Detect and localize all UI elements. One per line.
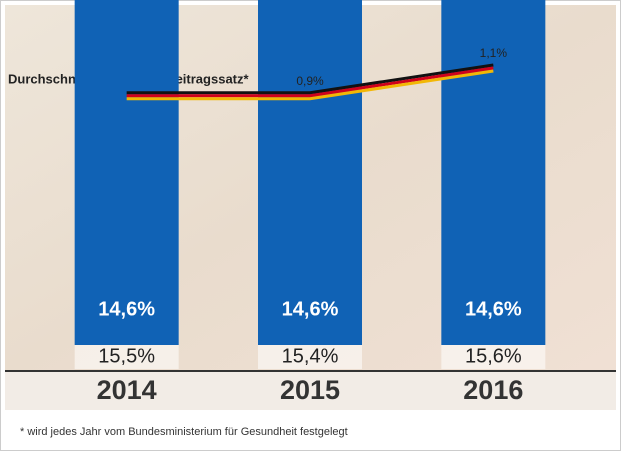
total-box [74, 345, 179, 369]
x-tick-label: 2015 [280, 375, 340, 405]
total-label: 15,6% [465, 345, 522, 367]
year-band [5, 370, 616, 410]
footnote: * wird jedes Jahr vom Bundesministerium … [20, 426, 348, 438]
line-value-label: 0,9% [296, 74, 324, 88]
x-tick-label: 2014 [97, 375, 157, 405]
total-box [441, 345, 546, 369]
bar-segment [441, 0, 546, 345]
total-label: 15,5% [98, 345, 155, 367]
average-line [126, 69, 494, 101]
total-label: 15,4% [282, 345, 339, 367]
bar-segment [258, 0, 362, 345]
x-tick-label: 2016 [463, 375, 523, 405]
average-line [126, 66, 494, 98]
line-value-label: 1,1% [480, 46, 508, 60]
average-line [126, 63, 494, 95]
value-label: 14,6% [98, 298, 155, 320]
value-label: 14,6% [465, 298, 522, 320]
value-label: 14,6% [282, 298, 339, 320]
bar-segment [74, 0, 179, 345]
total-box [258, 345, 362, 369]
